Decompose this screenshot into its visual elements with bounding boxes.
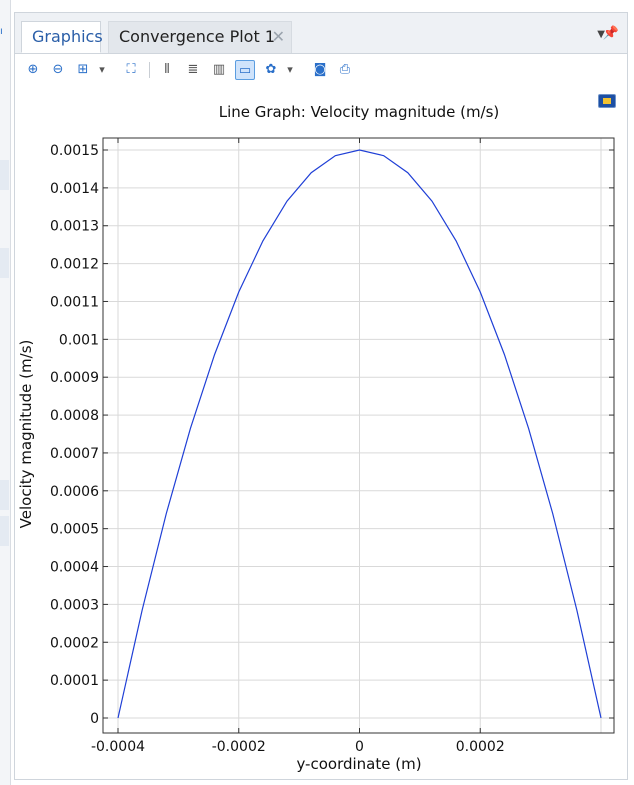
scene-light-menu-arrow-icon[interactable]: ▾ <box>287 63 293 76</box>
y-tick-label: 0.0002 <box>50 635 99 651</box>
left-strip-block <box>0 480 9 510</box>
y-tick-label: 0.0001 <box>50 673 99 689</box>
x-tick-label: -0.0002 <box>212 739 266 755</box>
tab-graphics-label: Graphics <box>32 27 103 46</box>
print-icon[interactable]: ⎙ <box>339 62 351 77</box>
y-tick-label: 0.0003 <box>50 597 99 613</box>
tab-convergence-plot-1[interactable]: Convergence Plot 1 ✕ <box>108 21 292 53</box>
left-strip-block <box>0 160 9 190</box>
zoom-box-icon[interactable]: ⊞ <box>77 62 89 77</box>
scene-light-icon[interactable]: ✿ <box>265 62 277 77</box>
y-grid-icon[interactable]: ≣ <box>187 62 199 77</box>
toolbar-separator <box>149 62 150 78</box>
show-annotations-icon[interactable]: ▭ <box>235 60 255 80</box>
close-tab-icon[interactable]: ✕ <box>271 27 285 46</box>
y-tick-label: 0.0015 <box>50 143 99 159</box>
x-tick-label: 0 <box>355 739 364 755</box>
graphics-toolbar: ⊕ ⊖ ⊞ ▾ ⛶ ⦀ ≣ ▥ ▭ ✿ ▾ ◙ ⎙ <box>15 54 627 86</box>
y-tick-label: 0.0008 <box>50 408 99 424</box>
panel-edge-marker-icon: ı <box>0 26 3 37</box>
x-grid-icon[interactable]: ⦀ <box>164 62 170 77</box>
tab-convergence-label: Convergence Plot 1 <box>119 27 275 46</box>
zoom-out-icon[interactable]: ⊖ <box>52 62 64 77</box>
x-tick-label: 0.0002 <box>456 739 505 755</box>
y-tick-label: 0.0004 <box>50 560 99 576</box>
y-tick-label: 0.0005 <box>50 522 99 538</box>
legend-icon[interactable]: ▥ <box>212 62 226 77</box>
chart-title: Line Graph: Velocity magnitude (m/s) <box>219 103 500 121</box>
x-tick-label: -0.0004 <box>91 739 145 755</box>
left-strip-block <box>0 248 9 278</box>
y-tick-label: 0.0009 <box>50 370 99 386</box>
y-axis: 0 0.0001 0.0002 0.0003 0.0004 0.0005 0.0006 0.0… <box>50 143 614 727</box>
y-tick-label: 0 <box>90 711 99 727</box>
y-tick-label: 0.001 <box>59 332 99 348</box>
y-tick-label: 0.0012 <box>50 257 99 273</box>
left-strip-block <box>0 516 9 546</box>
zoom-in-icon[interactable]: ⊕ <box>27 62 39 77</box>
y-tick-label: 0.0014 <box>50 181 99 197</box>
x-axis: -0.0004 -0.0002 0 0.0002 <box>91 138 505 755</box>
chart-grid <box>103 138 614 733</box>
tab-graphics[interactable]: Graphics <box>21 21 103 53</box>
plot-frame <box>102 137 615 734</box>
x-axis-label: y-coordinate (m) <box>296 755 421 773</box>
graphics-panel: Graphics Convergence Plot 1 ✕ ▼ 📌 ⊕ ⊖ ⊞ … <box>14 12 628 780</box>
velocity-series-line <box>117 149 602 719</box>
panel-menu-chevron-down-icon[interactable]: ▼ <box>597 29 605 40</box>
y-tick-label: 0.0011 <box>50 294 99 310</box>
camera-icon[interactable]: ◙ <box>313 62 327 77</box>
y-tick-label: 0.0013 <box>50 219 99 235</box>
left-side-panel-strip: ı <box>0 0 11 785</box>
pin-icon[interactable]: 📌 <box>602 26 619 41</box>
tab-bar: Graphics Convergence Plot 1 ✕ ▼ 📌 <box>15 13 627 54</box>
y-tick-label: 0.0007 <box>50 446 99 462</box>
y-tick-label: 0.0006 <box>50 484 99 500</box>
zoom-menu-arrow-icon[interactable]: ▾ <box>99 63 105 76</box>
y-axis-label: Velocity magnitude (m/s) <box>17 340 35 529</box>
plot-window-icon[interactable] <box>598 94 616 108</box>
zoom-extents-icon[interactable]: ⛶ <box>126 62 136 77</box>
